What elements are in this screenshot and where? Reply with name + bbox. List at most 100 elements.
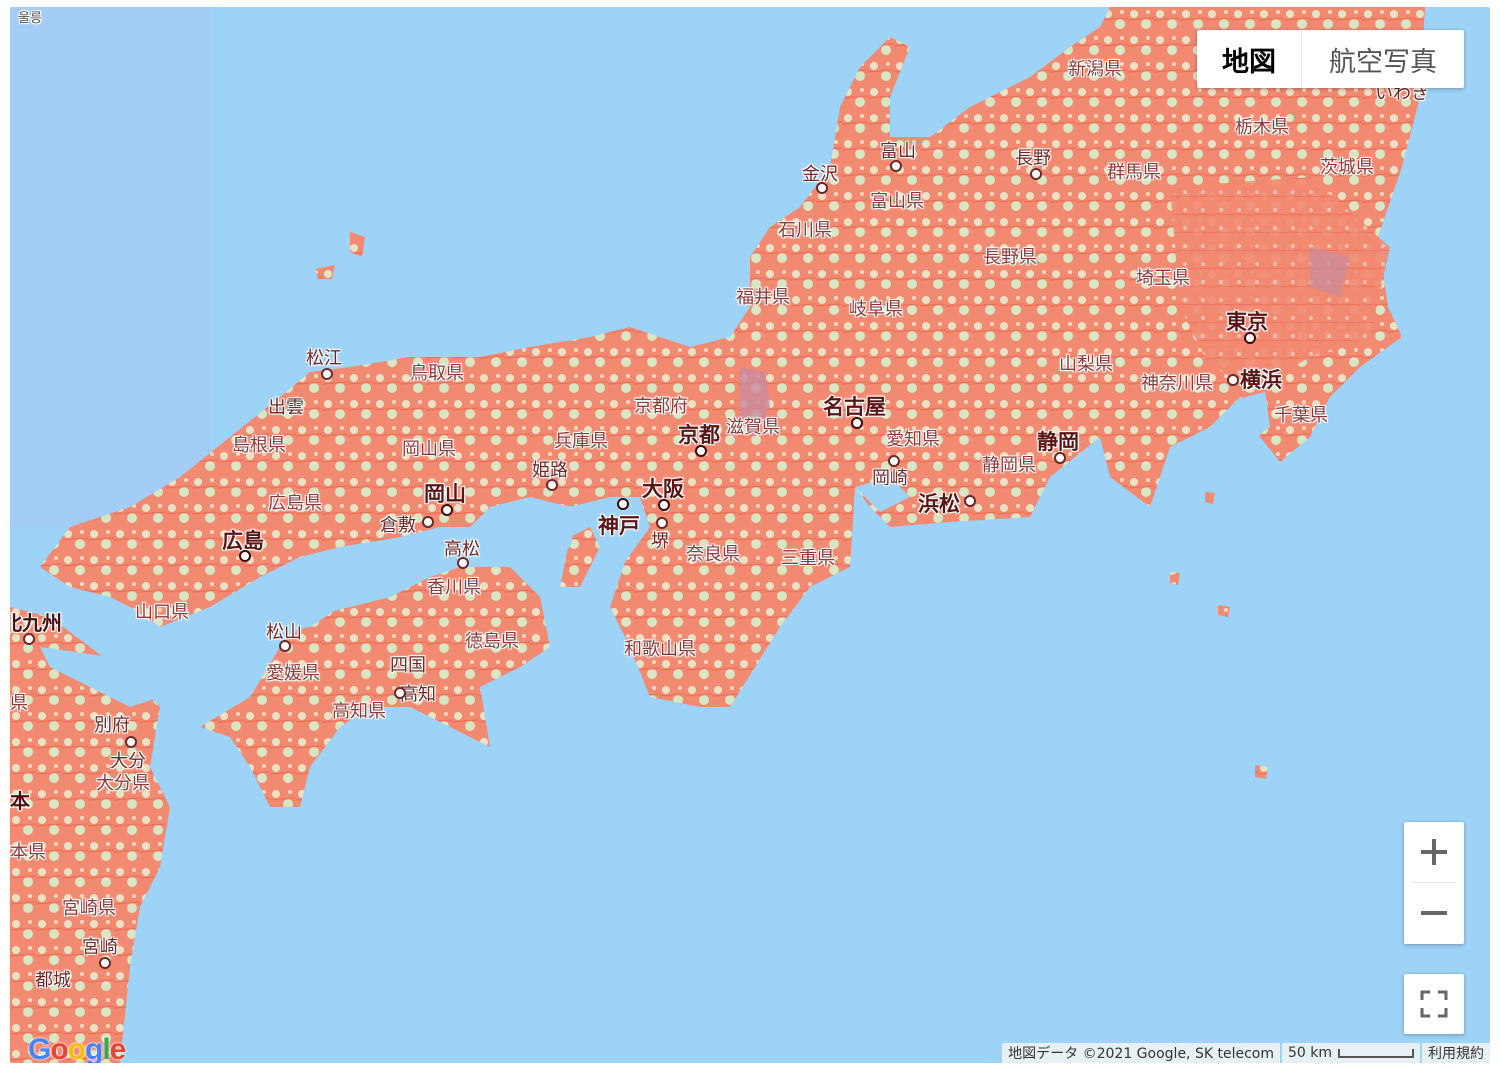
label-kyoto-pref: 京都府: [634, 396, 688, 417]
city-marker: [964, 495, 976, 507]
google-logo[interactable]: Google: [28, 1033, 126, 1063]
label-hiroshima-pref: 広島県: [268, 493, 322, 514]
label-okayama: 岡山: [424, 482, 466, 506]
label-ulleung: 울릉: [18, 11, 42, 26]
label-yokohama: 横浜: [1240, 368, 1282, 392]
label-shiga: 滋賀県: [726, 417, 780, 438]
label-nagano: 長野県: [983, 247, 1037, 268]
label-wakayama: 和歌山県: [624, 639, 696, 660]
label-tokyo: 東京: [1226, 310, 1268, 334]
label-kumamoto-pref-partial: 本県: [10, 842, 46, 863]
map-type-map-button[interactable]: 地図: [1197, 30, 1302, 88]
label-iwaki: いわき: [1375, 83, 1429, 104]
scale-bar: [1338, 1048, 1414, 1058]
plus-icon: [1421, 839, 1447, 865]
label-toyama-city: 富山: [880, 141, 916, 162]
label-ishikawa: 石川県: [778, 220, 832, 241]
fullscreen-icon: [1420, 990, 1448, 1018]
label-matsuyama: 松山: [266, 622, 302, 643]
fullscreen-button[interactable]: [1404, 974, 1464, 1034]
city-marker: [23, 633, 35, 645]
label-kitakyushu: 北九州: [10, 611, 62, 635]
label-kanagawa: 神奈川県: [1141, 373, 1213, 394]
label-himeji: 姫路: [532, 460, 568, 481]
label-kochi: 高知県: [332, 701, 386, 722]
label-miyakonojo: 都城: [35, 970, 71, 991]
city-marker: [422, 516, 434, 528]
city-marker: [617, 498, 629, 510]
zoom-control: [1404, 822, 1464, 944]
label-yamaguchi: 山口県: [135, 602, 189, 623]
terms-link[interactable]: 利用規約: [1422, 1043, 1490, 1063]
city-marker: [851, 417, 863, 429]
label-mie: 三重県: [781, 548, 835, 569]
city-marker: [1030, 168, 1042, 180]
label-hamamatsu: 浜松: [918, 492, 960, 516]
label-kobe: 神戸: [598, 514, 640, 538]
city-marker: [816, 182, 828, 194]
label-hyogo: 兵庫県: [554, 431, 608, 452]
city-marker: [890, 160, 902, 172]
label-kurashiki: 倉敷: [380, 515, 416, 536]
label-shizuoka-city: 静岡: [1037, 430, 1079, 454]
label-miyazaki: 宮崎: [82, 937, 118, 958]
label-tokushima: 徳島県: [465, 631, 519, 652]
label-aichi: 愛知県: [886, 429, 940, 450]
label-izumo: 出雲: [268, 397, 304, 418]
map-type-satellite-button[interactable]: 航空写真: [1329, 46, 1437, 78]
label-nara: 奈良県: [686, 544, 740, 565]
city-marker: [1054, 452, 1066, 464]
map-type-control: 地図 航空写真: [1197, 30, 1464, 88]
city-marker: [656, 517, 668, 529]
label-okazaki: 岡崎: [872, 468, 908, 489]
label-miyazaki-pref: 宮崎県: [62, 898, 116, 919]
label-shikoku: 四国: [390, 655, 426, 676]
label-beppu: 別府: [94, 715, 130, 736]
city-marker: [1244, 332, 1256, 344]
label-kanazawa: 金沢: [802, 164, 838, 185]
label-kochi-city: 高知: [400, 684, 436, 705]
zoom-in-button[interactable]: [1404, 822, 1464, 882]
label-gunma: 群馬県: [1107, 162, 1161, 183]
city-marker: [125, 736, 137, 748]
city-marker: [99, 957, 111, 969]
label-toyama: 富山県: [870, 191, 924, 212]
zoom-out-button[interactable]: [1404, 883, 1464, 943]
label-niigata: 新潟県: [1068, 59, 1122, 80]
attribution-text[interactable]: 地図データ ©2021 Google, SK telecom: [1002, 1043, 1280, 1063]
map-canvas[interactable]: 울릉 新潟県 いわき 栃木県 茨城県 富山 金沢 長野 群馬県 富山県 石川県 …: [10, 7, 1490, 1063]
label-ken-partial: 県: [10, 693, 28, 714]
label-sakai: 堺: [651, 531, 669, 552]
label-chiba: 千葉県: [1274, 405, 1328, 426]
city-marker: [457, 557, 469, 569]
label-kyoto: 京都: [678, 423, 720, 447]
label-oita: 大分県: [96, 773, 150, 794]
minus-icon: [1421, 911, 1447, 915]
label-ehime: 愛媛県: [266, 663, 320, 684]
scale-label: 50 km: [1287, 1045, 1332, 1061]
label-oita-city: 大分: [110, 751, 146, 772]
city-marker: [279, 640, 291, 652]
map-footer: 地図データ ©2021 Google, SK telecom 50 km 利用規…: [1000, 1043, 1490, 1063]
label-nagano-city: 長野: [1015, 148, 1051, 169]
city-marker: [546, 479, 558, 491]
city-marker: [658, 499, 670, 511]
label-hiroshima: 広島: [222, 529, 264, 553]
city-marker: [1227, 374, 1239, 386]
label-okayama-pref: 岡山県: [402, 439, 456, 460]
label-shizuoka: 静岡県: [982, 455, 1036, 476]
label-nagoya: 名古屋: [823, 395, 886, 419]
city-marker: [441, 504, 453, 516]
city-marker: [888, 455, 900, 467]
label-osaka: 大阪: [642, 477, 684, 501]
label-takamatsu: 高松: [444, 539, 480, 560]
label-fukui: 福井県: [736, 287, 790, 308]
map-tiles: [10, 7, 1425, 1063]
label-saitama: 埼玉県: [1136, 268, 1190, 289]
city-marker: [695, 445, 707, 457]
city-marker: [321, 368, 333, 380]
scale-control[interactable]: 50 km: [1281, 1043, 1420, 1063]
city-marker: [239, 550, 251, 562]
label-matsue: 松江: [306, 348, 342, 369]
label-yamanashi: 山梨県: [1059, 354, 1113, 375]
